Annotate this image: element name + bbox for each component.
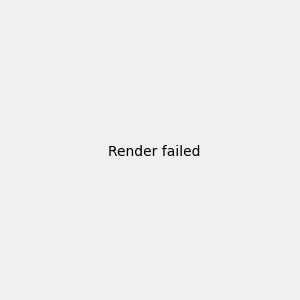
Text: Render failed: Render failed [107,145,200,158]
